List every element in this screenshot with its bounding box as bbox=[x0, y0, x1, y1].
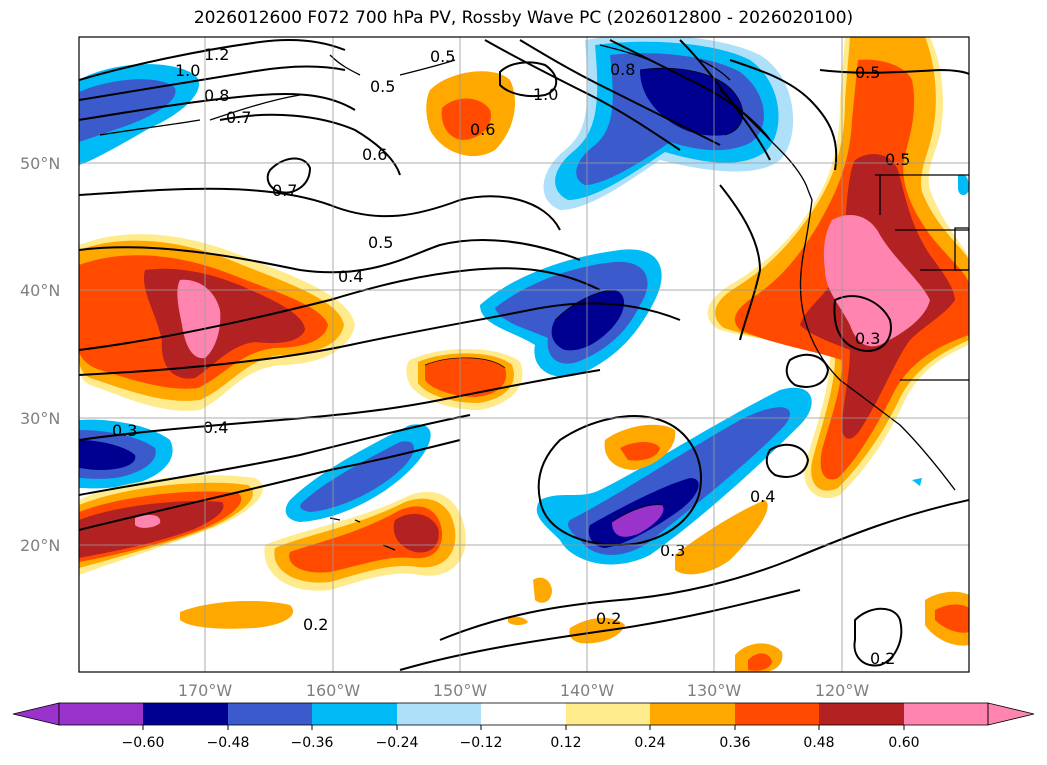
shading-sw-positive bbox=[79, 475, 263, 575]
colorbar-cell bbox=[904, 703, 988, 725]
shading-goa-negative bbox=[543, 37, 794, 210]
contour-label: 0.6 bbox=[362, 145, 387, 164]
contour-label: 0.4 bbox=[203, 418, 228, 437]
contour-label: 0.6 bbox=[470, 120, 495, 139]
colorbar-tick-label: −0.24 bbox=[376, 735, 419, 751]
contour-label: 0.8 bbox=[204, 86, 229, 105]
contour-labels: 1.2 1.0 0.8 0.7 0.5 0.6 1.0 0.8 0.7 0.6 … bbox=[112, 45, 910, 668]
colorbar-cell bbox=[143, 703, 228, 725]
lon-label-160w: 160°W bbox=[306, 681, 361, 700]
colorbar-cell bbox=[481, 703, 566, 725]
shading-hawaii-positive bbox=[264, 491, 466, 591]
contour-label: 0.5 bbox=[885, 150, 910, 169]
contour-label: 0.5 bbox=[368, 233, 393, 252]
pv-contours bbox=[79, 39, 969, 671]
lon-label-170w: 170°W bbox=[178, 681, 233, 700]
contour-label: 0.3 bbox=[112, 421, 137, 440]
colorbar-frame bbox=[58, 702, 989, 726]
lat-labels: 50°N 40°N 30°N 20°N bbox=[20, 154, 60, 555]
contour-label: 1.0 bbox=[175, 61, 200, 80]
lon-label-150w: 150°W bbox=[433, 681, 488, 700]
colorbar-extend-right bbox=[987, 702, 1035, 726]
colorbar-cell bbox=[650, 703, 735, 725]
colorbar-tick-label: 0.12 bbox=[550, 735, 581, 751]
lat-label-50n: 50°N bbox=[20, 154, 60, 173]
colorbar-cell bbox=[312, 703, 397, 725]
contour-label: 0.7 bbox=[272, 181, 297, 200]
colorbar-cell bbox=[59, 703, 143, 725]
contour-label: 0.5 bbox=[855, 63, 880, 82]
contour-label: 0.4 bbox=[750, 487, 775, 506]
contour-label: 1.2 bbox=[204, 45, 229, 64]
contour-label: 0.2 bbox=[596, 609, 621, 628]
colorbar-cell bbox=[228, 703, 312, 725]
colorbar-cell bbox=[566, 703, 650, 725]
colorbar-tick-label: −0.36 bbox=[291, 735, 334, 751]
shading-west-positive bbox=[79, 234, 355, 411]
contour-label: 0.5 bbox=[430, 47, 455, 66]
contour-label: 0.2 bbox=[870, 649, 895, 668]
colorbar-ticks: −0.60 −0.48 −0.36 −0.24 −0.12 0.12 0.24 0.36 0.4… bbox=[122, 725, 920, 751]
colorbar-tick-label: 0.60 bbox=[888, 735, 919, 751]
colorbar-tick-label: 0.36 bbox=[719, 735, 750, 751]
colorbar-tick-label: 0.24 bbox=[634, 735, 665, 751]
lat-label-20n: 20°N bbox=[20, 536, 60, 555]
contour-label: 1.0 bbox=[533, 85, 558, 104]
shading-south-small-positive bbox=[180, 424, 969, 672]
colorbar-cell bbox=[819, 703, 904, 725]
contour-label: 0.5 bbox=[370, 77, 395, 96]
lon-label-120w: 120°W bbox=[815, 681, 870, 700]
contour-label: 0.7 bbox=[226, 108, 251, 127]
colorbar-tick-label: −0.60 bbox=[122, 735, 165, 751]
lon-labels: 170°W 160°W 150°W 140°W 130°W 120°W bbox=[178, 681, 870, 700]
shading-nw-negative bbox=[79, 64, 199, 165]
contour-label: 0.3 bbox=[660, 541, 685, 560]
colorbar-cell bbox=[735, 703, 819, 725]
shading-mid-negative bbox=[285, 424, 431, 522]
colorbar-cells bbox=[59, 703, 988, 725]
contour-label: 0.2 bbox=[303, 615, 328, 634]
shading-goa-positive bbox=[426, 71, 515, 157]
lat-label-30n: 30°N bbox=[20, 409, 60, 428]
contour-label: 0.4 bbox=[338, 267, 363, 286]
colorbar-tick-label: −0.48 bbox=[207, 735, 250, 751]
colorbar-cell bbox=[397, 703, 481, 725]
colorbar-extend-left bbox=[12, 702, 60, 726]
shading-se-negative bbox=[536, 387, 812, 565]
shading-east-small-negative bbox=[958, 174, 969, 196]
colorbar-tick-label: −0.12 bbox=[460, 735, 503, 751]
lon-label-140w: 140°W bbox=[560, 681, 615, 700]
contour-label: 0.8 bbox=[610, 60, 635, 79]
contour-label: 0.3 bbox=[855, 329, 880, 348]
colorbar-tick-label: 0.48 bbox=[803, 735, 834, 751]
plot-frame bbox=[78, 36, 970, 673]
lon-label-130w: 130°W bbox=[687, 681, 742, 700]
map-title: 2026012600 F072 700 hPa PV, Rossby Wave … bbox=[193, 8, 854, 28]
shading-east-tiny-negative bbox=[912, 478, 922, 486]
gridlines bbox=[79, 37, 969, 672]
shading-central-negative bbox=[480, 249, 662, 377]
colorbar: −0.60 −0.48 −0.36 −0.24 −0.12 0.12 0.24 0.36 0.4… bbox=[12, 702, 1035, 751]
lat-label-40n: 40°N bbox=[20, 281, 60, 300]
